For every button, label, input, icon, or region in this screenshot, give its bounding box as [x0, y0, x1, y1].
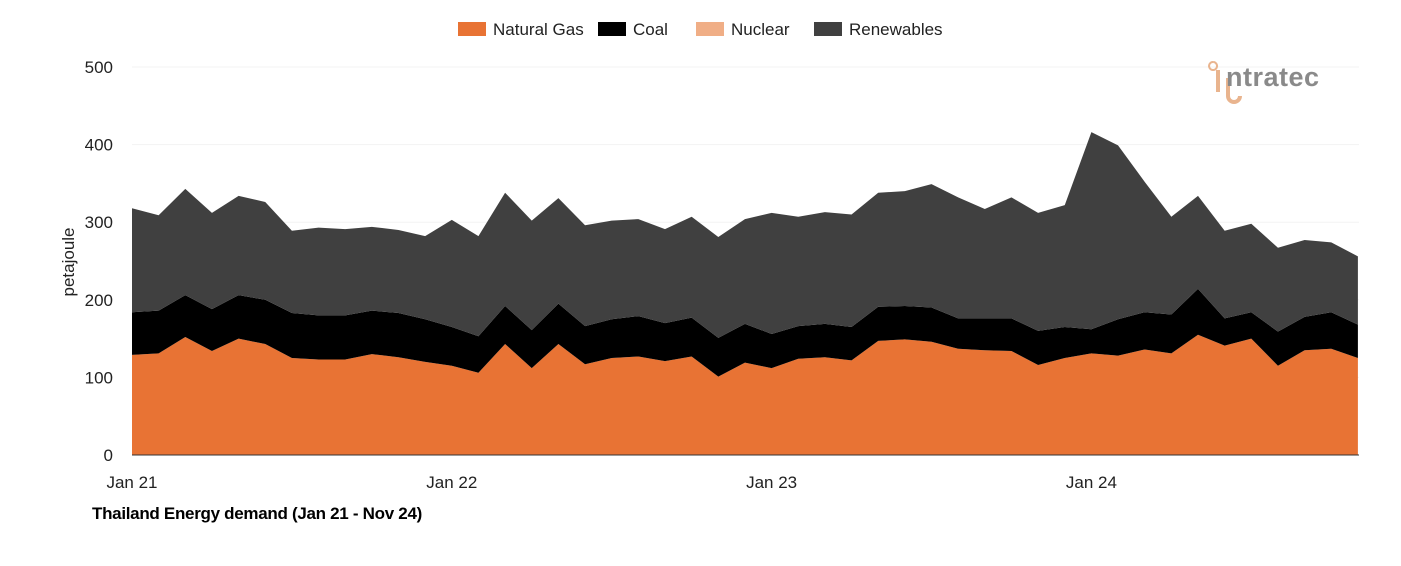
x-tick-label: Jan 21 — [106, 473, 157, 492]
y-tick-labels: 0 100 200 300 400 500 — [85, 58, 113, 465]
legend-swatch — [598, 22, 626, 36]
logo-u-icon — [1226, 78, 1242, 104]
legend-item-natural-gas[interactable]: Natural Gas — [458, 20, 584, 39]
x-tick-labels: Jan 21 Jan 22 Jan 23 Jan 24 — [106, 473, 1116, 492]
chart-title: Thailand Energy demand (Jan 21 - Nov 24) — [92, 504, 422, 523]
y-tick-label: 0 — [104, 446, 113, 465]
y-tick-label: 300 — [85, 213, 113, 232]
legend-swatch — [696, 22, 724, 36]
area-renewables — [132, 132, 1358, 338]
legend: Natural Gas Coal Nuclear Renewables — [458, 20, 943, 39]
legend-label: Renewables — [849, 20, 943, 39]
logo-text: ntratec — [1226, 62, 1320, 92]
logo-i-bar — [1216, 70, 1220, 92]
legend-swatch — [814, 22, 842, 36]
legend-swatch — [458, 22, 486, 36]
y-tick-label: 100 — [85, 368, 113, 387]
logo-arc-icon — [1208, 61, 1219, 71]
x-tick-label: Jan 24 — [1066, 473, 1117, 492]
y-tick-label: 400 — [85, 136, 113, 155]
legend-item-renewables[interactable]: Renewables — [814, 20, 943, 39]
intratec-logo: ntratec — [1208, 61, 1320, 104]
y-axis-label: petajoule — [59, 227, 78, 296]
legend-item-coal[interactable]: Coal — [598, 20, 668, 39]
legend-item-nuclear[interactable]: Nuclear — [696, 20, 790, 39]
y-tick-label: 500 — [85, 58, 113, 77]
y-tick-label: 200 — [85, 291, 113, 310]
area-coal — [132, 288, 1358, 377]
area-series — [132, 132, 1358, 455]
x-tick-label: Jan 23 — [746, 473, 797, 492]
legend-label: Natural Gas — [493, 20, 584, 39]
area-natural-gas — [132, 334, 1358, 455]
legend-label: Coal — [633, 20, 668, 39]
x-tick-label: Jan 22 — [426, 473, 477, 492]
legend-label: Nuclear — [731, 20, 790, 39]
